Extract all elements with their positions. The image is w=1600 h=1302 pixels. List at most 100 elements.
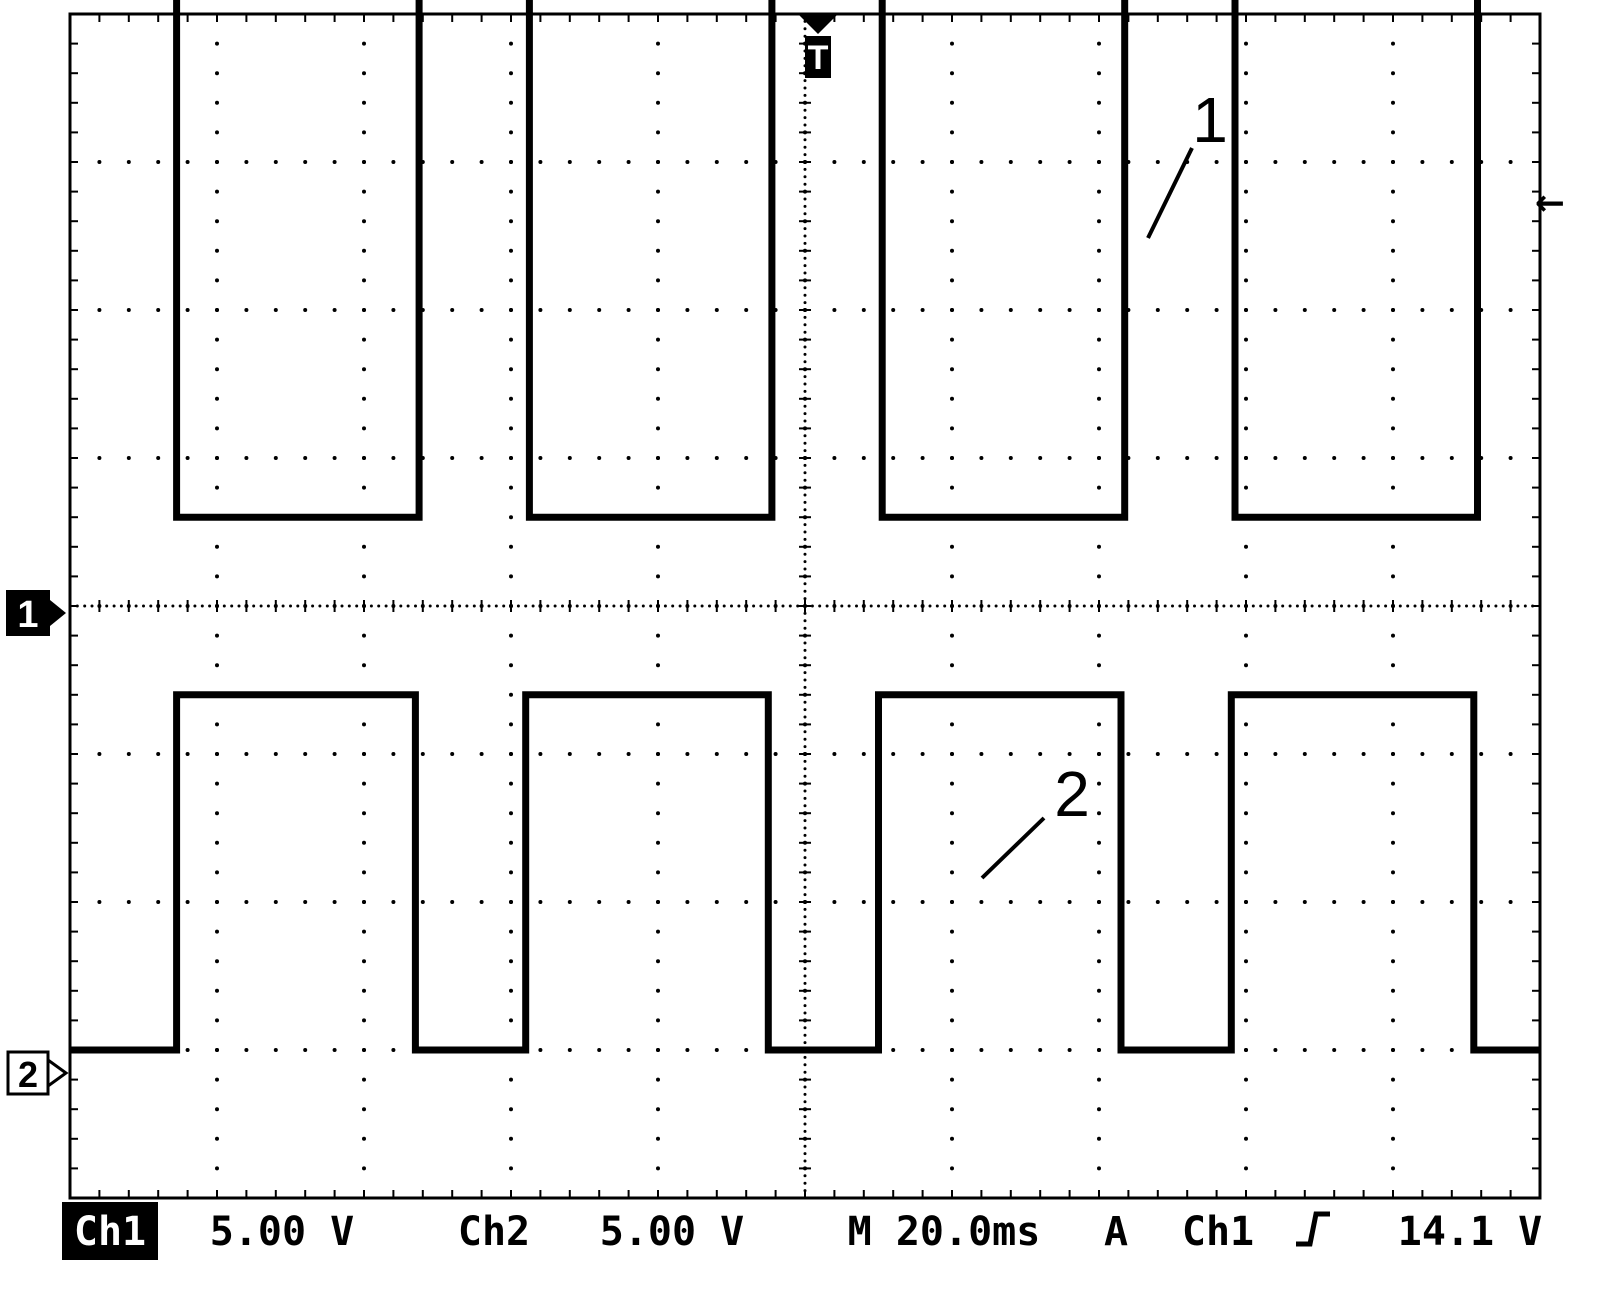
grid-dot: [1024, 604, 1027, 608]
grid-dot: [362, 722, 366, 727]
grid-dot: [803, 656, 807, 660]
grid-dot: [803, 86, 807, 90]
grid-dot: [1391, 100, 1395, 105]
ch1-volts-per-div: 5.00 V: [210, 1209, 355, 1255]
grid-dot: [803, 937, 807, 941]
grid-dot: [1097, 929, 1101, 934]
grid-dot: [950, 41, 954, 46]
grid-dot: [803, 1041, 807, 1045]
grid-dot: [509, 160, 513, 164]
grid-dot: [803, 108, 807, 112]
grid-dot: [714, 308, 719, 312]
grid-dot: [391, 752, 396, 756]
grid-dot: [362, 130, 366, 135]
grid-dot: [538, 308, 543, 312]
grid-dot: [575, 604, 579, 608]
grid-dot: [803, 79, 807, 83]
grid-dot: [1479, 752, 1484, 756]
grid-dot: [1112, 604, 1116, 608]
grid-dot: [1038, 456, 1043, 460]
grid-dot: [950, 485, 954, 490]
grid-dot: [891, 160, 896, 164]
grid-dot: [1097, 219, 1101, 224]
grid-dot: [1097, 633, 1101, 638]
grid-dot: [1273, 900, 1278, 904]
grid-dot: [656, 1048, 660, 1052]
grid-dot: [193, 604, 197, 608]
grid-dot: [1332, 160, 1337, 164]
trigger-position-marker: T: [798, 14, 838, 78]
grid-dot: [803, 893, 807, 897]
grid-dot: [362, 337, 366, 342]
grid-dot: [803, 648, 807, 652]
grid-dot: [1155, 752, 1160, 756]
grid-dot: [450, 160, 455, 164]
grid-dot: [83, 604, 87, 608]
grid-dot: [1266, 604, 1270, 608]
grid-dot: [840, 604, 844, 608]
grid-dot: [803, 619, 807, 623]
grid-dot: [509, 426, 513, 431]
grid-dot: [803, 878, 807, 882]
grid-dot: [803, 944, 807, 948]
grid-dot: [1508, 160, 1513, 164]
grid-dot: [1302, 1048, 1307, 1052]
grid-dot: [215, 1136, 219, 1141]
grid-dot: [244, 1048, 249, 1052]
grid-dot: [1222, 604, 1226, 608]
grid-dot: [273, 160, 278, 164]
grid-dot: [891, 604, 895, 608]
grid-dot: [950, 396, 954, 401]
grid-dot: [803, 885, 807, 889]
grid-dot: [318, 604, 322, 608]
grid-dot: [1332, 1048, 1337, 1052]
grid-dot: [97, 160, 102, 164]
grid-dot: [362, 100, 366, 105]
grid-dot: [546, 604, 550, 608]
grid-dot: [509, 781, 513, 786]
grid-dot: [950, 1107, 954, 1112]
grid-dot: [215, 130, 219, 135]
grid-dot: [803, 811, 807, 815]
grid-dot: [391, 160, 396, 164]
grid-dot: [1391, 781, 1395, 786]
grid-dot: [1008, 456, 1013, 460]
grid-dot: [1097, 1077, 1101, 1082]
grid-dot: [861, 308, 866, 312]
grid-dot: [803, 537, 807, 541]
grid-dot: [1214, 160, 1219, 164]
grid-dot: [803, 545, 807, 549]
grid-dot: [230, 604, 234, 608]
grid-dot: [1097, 337, 1101, 342]
grid-dot: [656, 100, 660, 105]
grid-dot: [1214, 308, 1219, 312]
status-bar: Ch1 5.00 V Ch2 5.00 V M 20.0ms A Ch1 14.…: [62, 1202, 1542, 1260]
grid-dot: [1244, 278, 1248, 283]
grid-dot: [1244, 130, 1248, 135]
grid-dot: [685, 160, 690, 164]
grid-dot: [1097, 1018, 1101, 1023]
grid-dot: [1149, 604, 1152, 608]
grid-dot: [1097, 1136, 1101, 1141]
grid-dot: [869, 604, 873, 608]
grid-dot: [685, 752, 690, 756]
grid-dot: [803, 848, 807, 852]
grid-dot: [950, 870, 954, 875]
grid-dot: [1016, 604, 1020, 608]
grid-dot: [656, 988, 660, 993]
grid-dot: [1075, 604, 1079, 608]
grid-dot: [803, 456, 807, 460]
grid-dot: [803, 582, 807, 586]
grid-dot: [1449, 160, 1454, 164]
grid-dot: [362, 633, 366, 638]
grid-dot: [1244, 1166, 1248, 1171]
grid-dot: [502, 604, 506, 608]
grid-dot: [803, 1085, 807, 1089]
grid-dot: [1325, 604, 1329, 608]
grid-dot: [781, 604, 785, 608]
grid-dot: [1214, 752, 1219, 756]
grid-dot: [567, 456, 572, 460]
grid-dot: [891, 308, 896, 312]
grid-dot: [1215, 604, 1219, 608]
